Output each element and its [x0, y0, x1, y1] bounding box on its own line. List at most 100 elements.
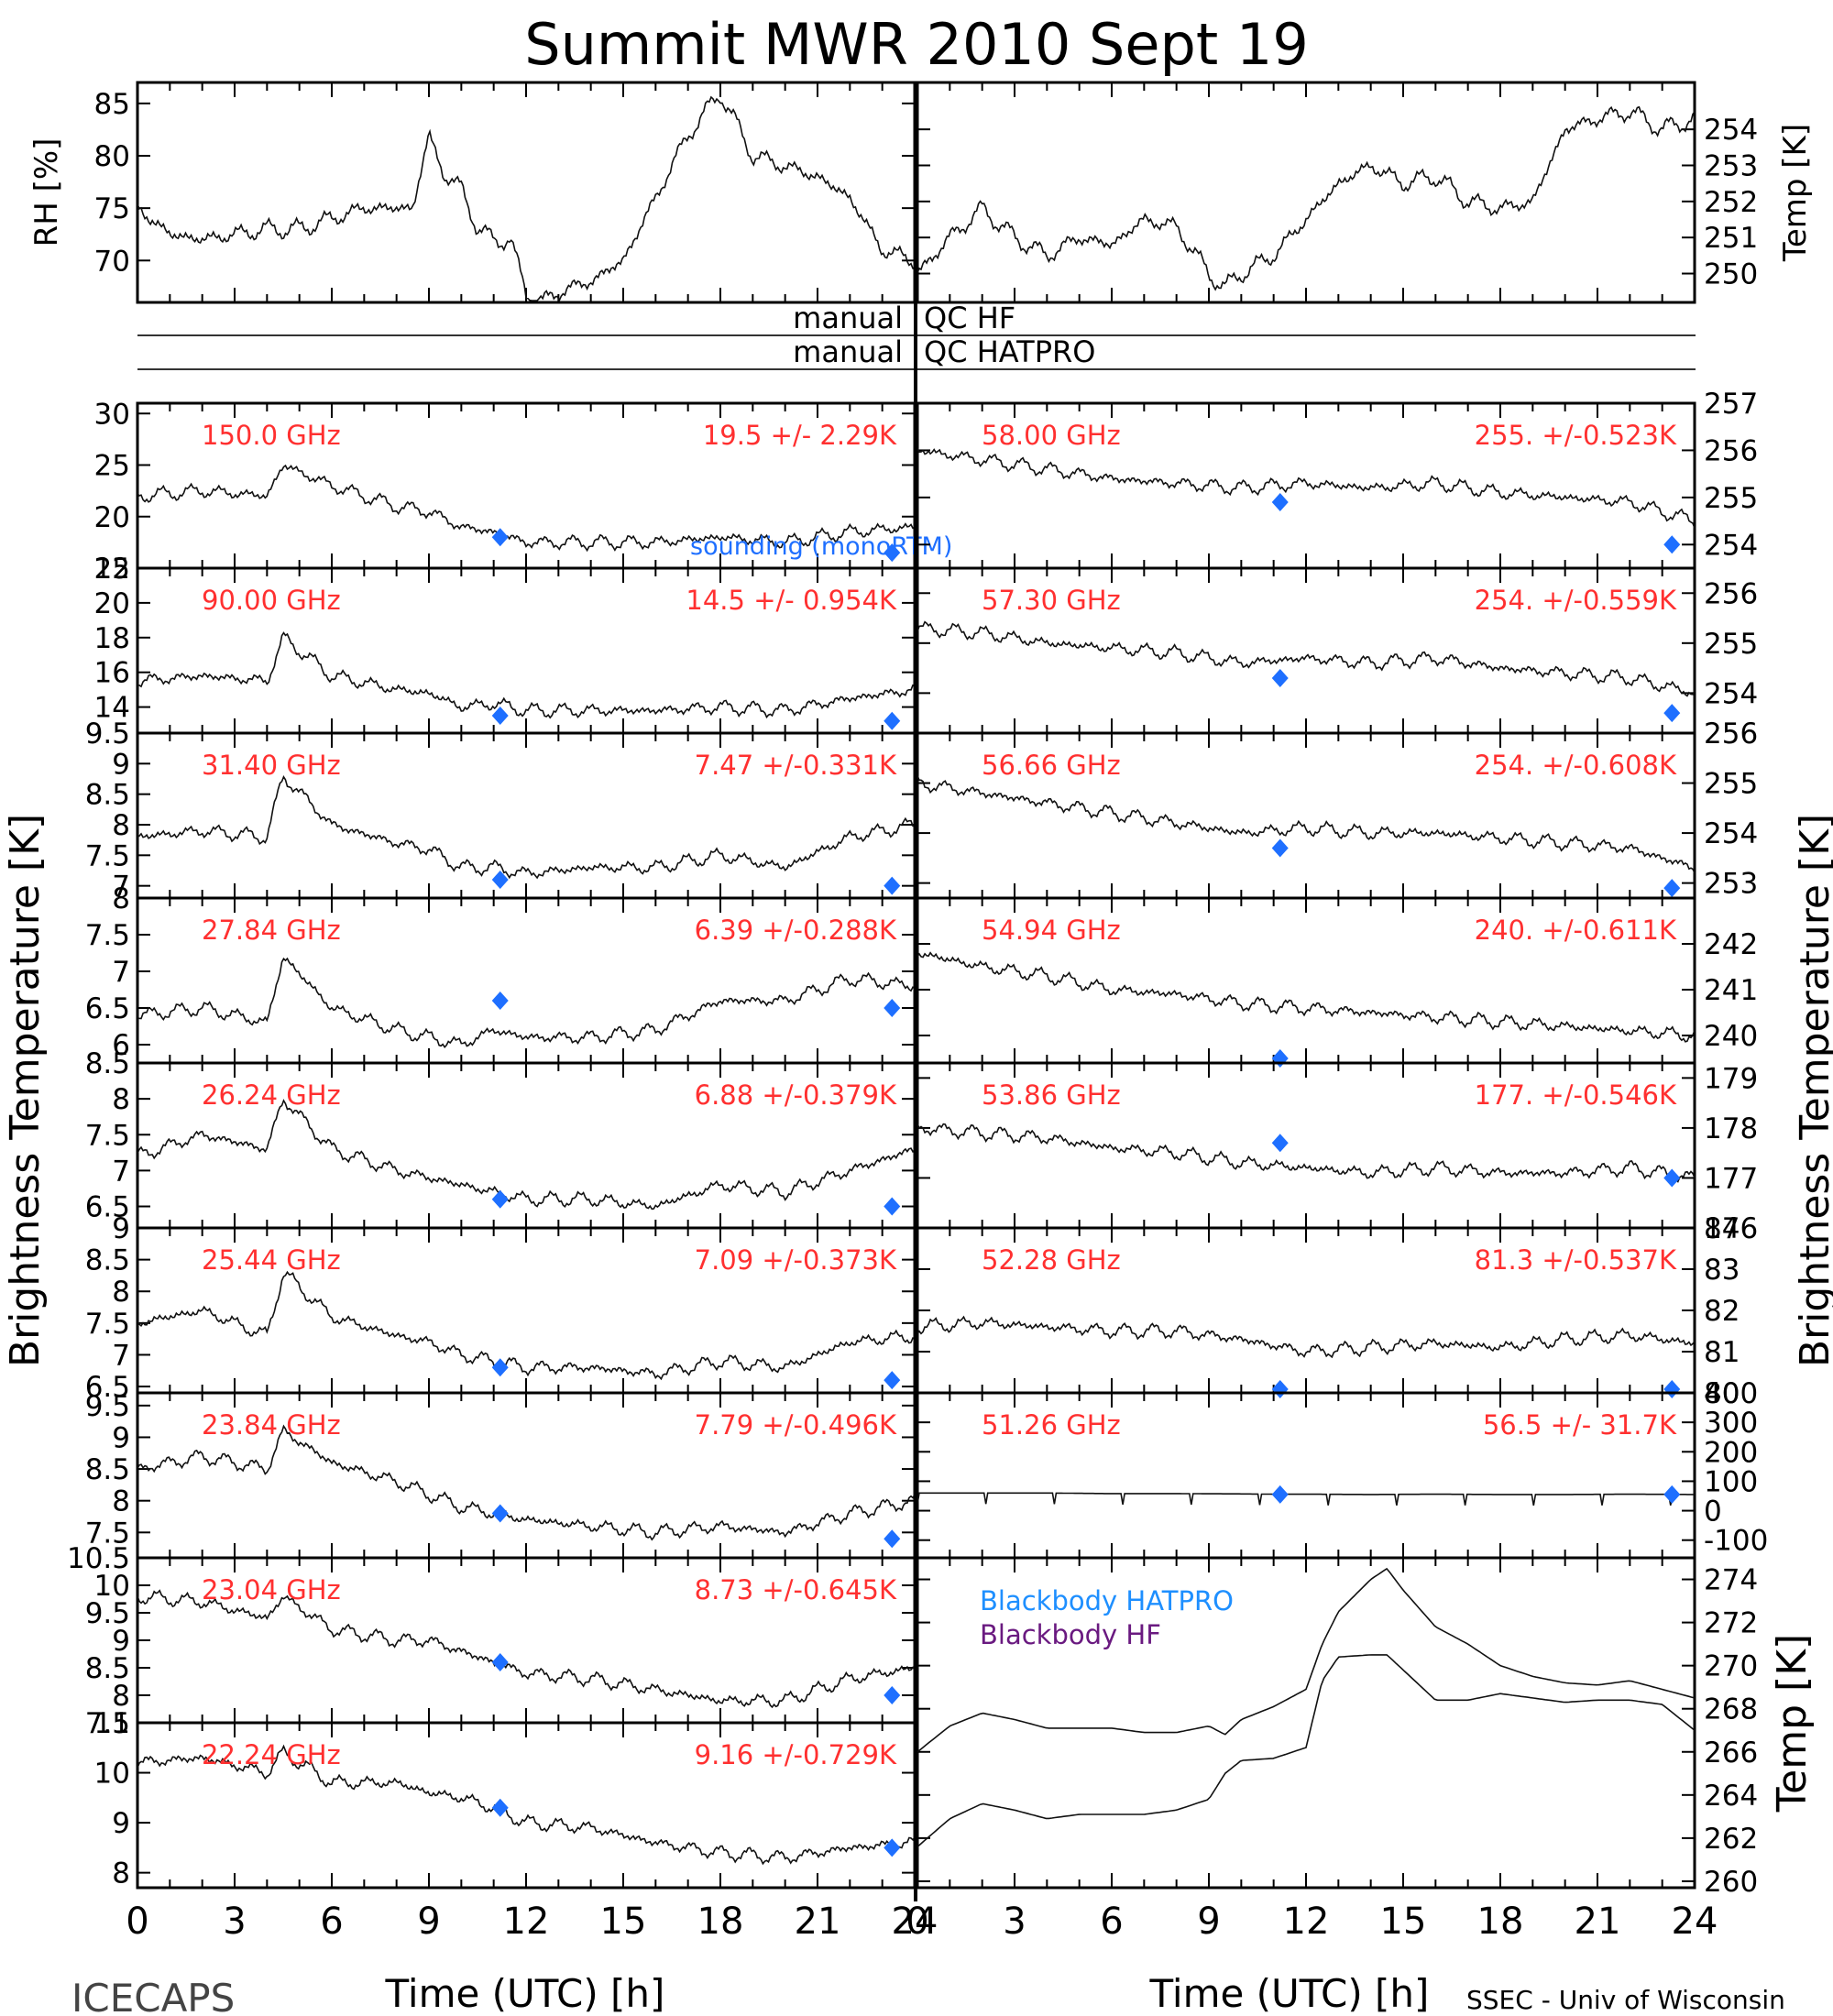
qc-hf-left-label: manual — [793, 301, 903, 335]
model-marker — [884, 1371, 901, 1390]
y-tick-label: 266 — [1704, 1737, 1758, 1769]
channel-stat: 254. +/-0.559K — [1475, 585, 1677, 616]
x-tick-label: 21 — [1575, 1901, 1621, 1943]
y-tick-label: 255 — [1704, 628, 1758, 661]
model-marker — [491, 707, 509, 726]
trace-line — [137, 1424, 916, 1541]
trace-line — [137, 1744, 916, 1866]
trace-line — [916, 447, 1696, 529]
trace-line — [916, 775, 1696, 874]
plot-frame — [916, 81, 1696, 304]
qc-hatpro-left-label: manual — [793, 334, 903, 369]
y-tick-label: 254 — [1704, 817, 1758, 850]
channel-label: 22.24 GHz — [202, 1739, 341, 1770]
channel-stat: 254. +/-0.608K — [1475, 750, 1677, 781]
y-tick-label: 6 — [112, 1029, 130, 1062]
panel-53: 176 177 178 179 53.86 GHz 177. +/-0.546K — [916, 1061, 1758, 1245]
x-tick-label: 9 — [1197, 1901, 1220, 1943]
model-marker — [884, 999, 901, 1017]
channel-stat: 240. +/-0.611K — [1475, 915, 1677, 946]
model-marker — [1271, 1134, 1289, 1153]
y-tick-label: 179 — [1704, 1062, 1758, 1095]
panel-52: 80 81 82 83 84 52.28 GHz 81.3 +/-0.537K — [916, 1212, 1740, 1410]
y-tick-label: 8.5 — [85, 1047, 130, 1080]
x-tick-label: 6 — [320, 1901, 343, 1943]
x-tick-label: 18 — [1477, 1901, 1524, 1943]
model-marker — [491, 528, 509, 547]
trace-line — [916, 1492, 1695, 1507]
y-tick-label: 9 — [112, 1807, 130, 1840]
trace-line — [916, 1123, 1696, 1183]
x-tick-label: 3 — [223, 1901, 246, 1943]
channel-label: 58.00 GHz — [982, 420, 1121, 451]
channel-label: 31.40 GHz — [202, 750, 341, 781]
y-tick-label: 241 — [1704, 974, 1758, 1007]
panel-31: 77.588.599.5 31.40 GHz 7.47 +/-0.331K — [85, 718, 916, 904]
y-tick-label: 83 — [1704, 1254, 1740, 1287]
trace-line — [916, 951, 1696, 1043]
y-tick-label: 200 — [1704, 1436, 1758, 1469]
channel-label: 56.66 GHz — [982, 750, 1121, 781]
y-tick-label: 8 — [112, 1680, 130, 1713]
trace-line — [916, 105, 1696, 291]
y-tick-label: 256 — [1704, 718, 1758, 751]
y-tick-label: 10 — [94, 1758, 130, 1791]
panel-58: 254 255 256 257 58.00 GHz 255. +/-0.523K — [916, 388, 1758, 570]
model-marker — [884, 711, 901, 730]
x-tick-label: 12 — [1283, 1901, 1330, 1943]
x-tick-label: 15 — [600, 1901, 647, 1943]
y-tick-label: 75 — [94, 192, 130, 225]
channel-label: 90.00 GHz — [202, 585, 341, 616]
y-tick-label: 8 — [112, 1857, 130, 1890]
x-tick-label: 0 — [126, 1901, 148, 1943]
y-tick-label: 251 — [1704, 222, 1758, 255]
y-tick-label: 254 — [1704, 114, 1758, 147]
y-tick-label: 256 — [1704, 577, 1758, 610]
y-tick-label: 22 — [94, 553, 130, 586]
y-tick-label: 8 — [112, 809, 130, 842]
model-marker — [1271, 1485, 1289, 1504]
y-tick-label: 270 — [1704, 1650, 1758, 1683]
y-tick-label: 255 — [1704, 768, 1758, 801]
qc-hf-label: QC HF — [924, 301, 1015, 335]
channel-stat: 9.16 +/-0.729K — [695, 1739, 897, 1770]
figure-title: Summit MWR 2010 Sept 19 — [524, 11, 1309, 78]
panel-22: 0 3 6 9 12 15 18 21 24 8 9 10 11 22.24 GHz 9.16 +/-0.7… — [94, 1707, 938, 1943]
channel-label: 25.44 GHz — [202, 1244, 341, 1276]
y-tick-label: 82 — [1704, 1295, 1740, 1328]
channel-label: 27.84 GHz — [202, 915, 341, 946]
y-tick-label: 264 — [1704, 1780, 1758, 1813]
channel-label: 53.86 GHz — [982, 1079, 1121, 1111]
y-tick-label: 0 — [1704, 1496, 1722, 1528]
model-marker — [1663, 1168, 1681, 1188]
y-tick-label: 253 — [1704, 149, 1758, 182]
y-tick-label: 7.5 — [85, 1707, 130, 1740]
y-tick-label: 177 — [1704, 1162, 1758, 1195]
y-tick-label: 8 — [112, 1083, 130, 1116]
model-marker — [1271, 838, 1289, 858]
y-tick-label: 254 — [1704, 529, 1758, 562]
legend-entry: Blackbody HATPRO — [980, 1585, 1234, 1616]
model-marker — [491, 1653, 509, 1671]
y-tick-label: 250 — [1704, 258, 1758, 291]
model-marker — [491, 1358, 509, 1377]
y-tick-label: 9.5 — [85, 718, 130, 751]
y-tick-label: 8 — [112, 1276, 130, 1309]
channel-stat: 7.47 +/-0.331K — [695, 750, 897, 781]
y-tick-label: 256 — [1704, 434, 1758, 467]
plot-frame — [136, 81, 916, 304]
ssec-label: SSEC - Univ of Wisconsin — [1466, 1985, 1785, 2015]
channel-stat: 19.5 +/- 2.29K — [703, 420, 897, 451]
y-tick-label: 176 — [1704, 1212, 1758, 1245]
y-tick-label: 8.5 — [85, 1453, 130, 1486]
legend-entry: Blackbody HF — [980, 1619, 1161, 1650]
panel-rh: 70 75 80 85 RH [%] — [28, 81, 916, 304]
x-tick-label: 6 — [1100, 1901, 1123, 1943]
x-axis-label-right: Time (UTC) [h] — [1149, 1971, 1430, 2016]
model-marker — [1663, 535, 1681, 554]
y-tick-label: 7 — [112, 1155, 130, 1188]
